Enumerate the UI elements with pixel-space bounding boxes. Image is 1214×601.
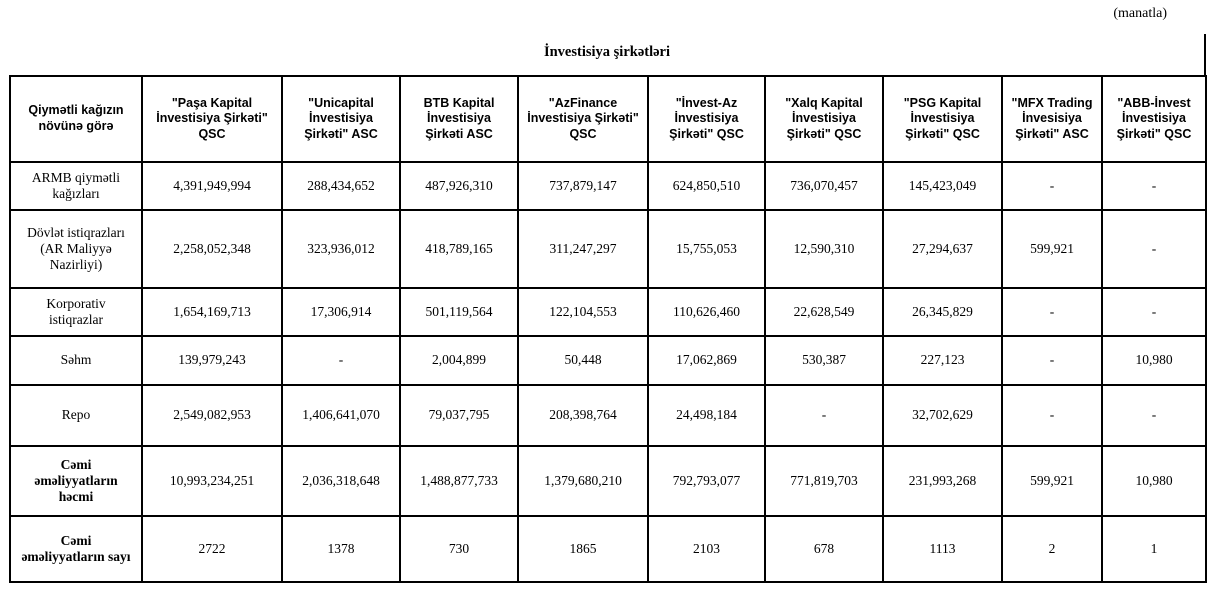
value-cell: 145,423,049 (882, 161, 1003, 211)
value-cell: 27,294,637 (882, 209, 1003, 289)
value-cell: 1 (1101, 515, 1207, 583)
value-cell: 2,036,318,648 (281, 445, 401, 517)
value-cell: 730 (399, 515, 519, 583)
table-row: ARMB qiymətli kağızları 4,391,949,994 28… (9, 161, 1207, 211)
value-cell: 288,434,652 (281, 161, 401, 211)
company-header-cell: "Unicapital İnvestisiya Şirkəti" ASC (281, 75, 401, 163)
company-header-cell: "Paşa Kapital İnvestisiya Şirkəti" QSC (141, 75, 283, 163)
value-cell: 736,070,457 (764, 161, 884, 211)
value-cell: 10,993,234,251 (141, 445, 283, 517)
value-cell: 17,062,869 (647, 335, 766, 386)
company-header-cell: "Xalq Kapital İnvestisiya Şirkəti" QSC (764, 75, 884, 163)
row-label-cell: Cəmi əməliyyatların sayı (9, 515, 143, 583)
value-cell: 22,628,549 (764, 287, 884, 337)
value-cell: 678 (764, 515, 884, 583)
value-cell: 599,921 (1001, 209, 1103, 289)
value-cell: 1865 (517, 515, 649, 583)
value-cell: 17,306,914 (281, 287, 401, 337)
value-cell: 501,119,564 (399, 287, 519, 337)
value-cell: - (1101, 209, 1207, 289)
row-label-cell: Səhm (9, 335, 143, 386)
value-cell: 12,590,310 (764, 209, 884, 289)
table-row: Korporativ istiqrazlar 1,654,169,713 17,… (9, 287, 1207, 337)
value-cell: - (281, 335, 401, 386)
table-title: İnvestisiya şirkətləri (543, 44, 671, 60)
value-cell: - (1101, 384, 1207, 447)
row-label-cell: Dövlət istiqrazları (AR Maliyyə Nazirliy… (9, 209, 143, 289)
row-label-cell: Cəmi əməliyyatların həcmi (9, 445, 143, 517)
value-cell: - (1001, 384, 1103, 447)
value-cell: 323,936,012 (281, 209, 401, 289)
value-cell: 1378 (281, 515, 401, 583)
value-cell: 231,993,268 (882, 445, 1003, 517)
value-cell: 771,819,703 (764, 445, 884, 517)
row-label-cell: Korporativ istiqrazlar (9, 287, 143, 337)
value-cell: 792,793,077 (647, 445, 766, 517)
table-row: Repo 2,549,082,953 1,406,641,070 79,037,… (9, 384, 1207, 447)
value-cell: 530,387 (764, 335, 884, 386)
value-cell: 2,549,082,953 (141, 384, 283, 447)
corner-header-cell: Qiymətli kağızın növünə görə (9, 75, 143, 163)
table-row: Səhm 139,979,243 - 2,004,899 50,448 17,0… (9, 335, 1207, 386)
value-cell: 2 (1001, 515, 1103, 583)
value-cell: 599,921 (1001, 445, 1103, 517)
value-cell: 1,488,877,733 (399, 445, 519, 517)
value-cell: - (1001, 335, 1103, 386)
value-cell: 79,037,795 (399, 384, 519, 447)
value-cell: 311,247,297 (517, 209, 649, 289)
company-header-cell: "PSG Kapital İnvestisiya Şirkəti" QSC (882, 75, 1003, 163)
value-cell: 737,879,147 (517, 161, 649, 211)
value-cell: 32,702,629 (882, 384, 1003, 447)
company-header-cell: "ABB-İnvest İnvestisiya Şirkəti" QSC (1101, 75, 1207, 163)
company-header-cell: "MFX Trading İnvesisiya Şirkəti" ASC (1001, 75, 1103, 163)
company-header-cell: "AzFinance İnvestisiya Şirkəti" QSC (517, 75, 649, 163)
value-cell: 15,755,053 (647, 209, 766, 289)
page-border-tick (1204, 34, 1206, 76)
value-cell: - (1001, 287, 1103, 337)
value-cell: - (1101, 287, 1207, 337)
value-cell: - (1101, 161, 1207, 211)
table-row: Dövlət istiqrazları (AR Maliyyə Nazirliy… (9, 209, 1207, 289)
value-cell: 2103 (647, 515, 766, 583)
value-cell: 26,345,829 (882, 287, 1003, 337)
value-cell: 2,258,052,348 (141, 209, 283, 289)
value-cell: 1,379,680,210 (517, 445, 649, 517)
value-cell: 487,926,310 (399, 161, 519, 211)
value-cell: 10,980 (1101, 335, 1207, 386)
value-cell: 50,448 (517, 335, 649, 386)
header-row: Qiymətli kağızın növünə görə "Paşa Kapit… (9, 75, 1207, 163)
table-row-total-volume: Cəmi əməliyyatların həcmi 10,993,234,251… (9, 445, 1207, 517)
value-cell: 2722 (141, 515, 283, 583)
value-cell: 122,104,553 (517, 287, 649, 337)
value-cell: 208,398,764 (517, 384, 649, 447)
value-cell: 418,789,165 (399, 209, 519, 289)
investment-companies-table: Qiymətli kağızın növünə görə "Paşa Kapit… (9, 75, 1207, 583)
row-label-cell: Repo (9, 384, 143, 447)
value-cell: - (764, 384, 884, 447)
value-cell: 2,004,899 (399, 335, 519, 386)
value-cell: 227,123 (882, 335, 1003, 386)
value-cell: 1,654,169,713 (141, 287, 283, 337)
value-cell: 10,980 (1101, 445, 1207, 517)
table-row-total-count: Cəmi əməliyyatların sayı 2722 1378 730 1… (9, 515, 1207, 583)
value-cell: 624,850,510 (647, 161, 766, 211)
value-cell: 24,498,184 (647, 384, 766, 447)
company-header-cell: "İnvest-Az İnvestisiya Şirkəti" QSC (647, 75, 766, 163)
value-cell: 1113 (882, 515, 1003, 583)
value-cell: 110,626,460 (647, 287, 766, 337)
unit-note: (manatla) (1113, 6, 1167, 21)
row-label-cell: ARMB qiymətli kağızları (9, 161, 143, 211)
value-cell: 1,406,641,070 (281, 384, 401, 447)
company-header-cell: BTB Kapital İnvestisiya Şirkəti ASC (399, 75, 519, 163)
value-cell: 139,979,243 (141, 335, 283, 386)
value-cell: - (1001, 161, 1103, 211)
value-cell: 4,391,949,994 (141, 161, 283, 211)
